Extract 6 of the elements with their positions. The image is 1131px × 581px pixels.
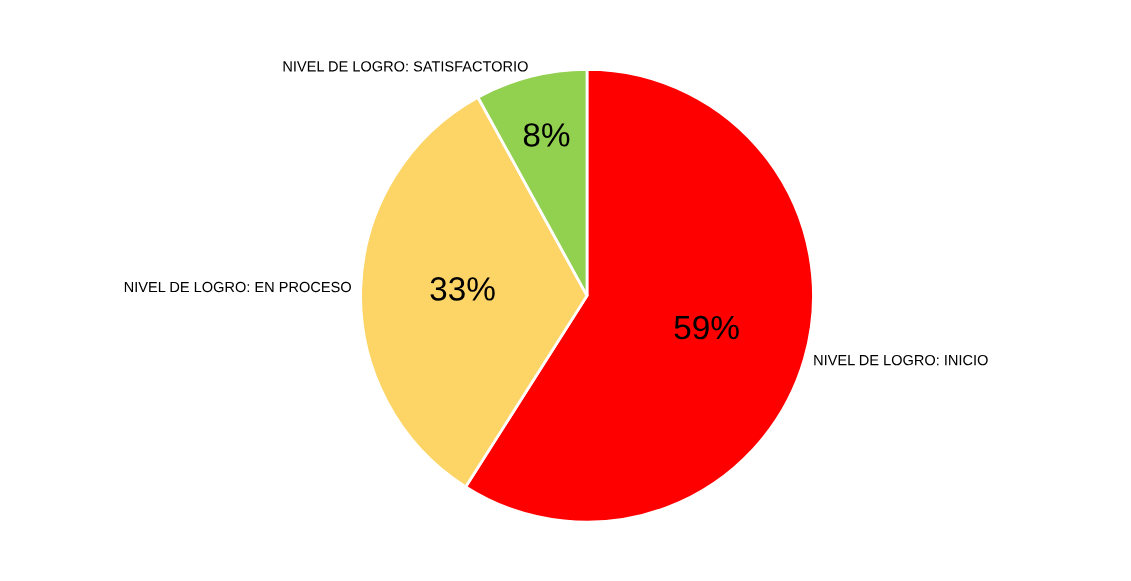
slice-label: NIVEL DE LOGRO: EN PROCESO [124, 281, 351, 293]
data-label: 33% [430, 277, 495, 301]
data-label: 59% [674, 315, 739, 340]
slice-label: NIVEL DE LOGRO: INICIO [814, 354, 988, 366]
data-label: 8% [523, 123, 570, 147]
slice-label: NIVEL DE LOGRO: SATISFACTORIO [283, 61, 528, 72]
